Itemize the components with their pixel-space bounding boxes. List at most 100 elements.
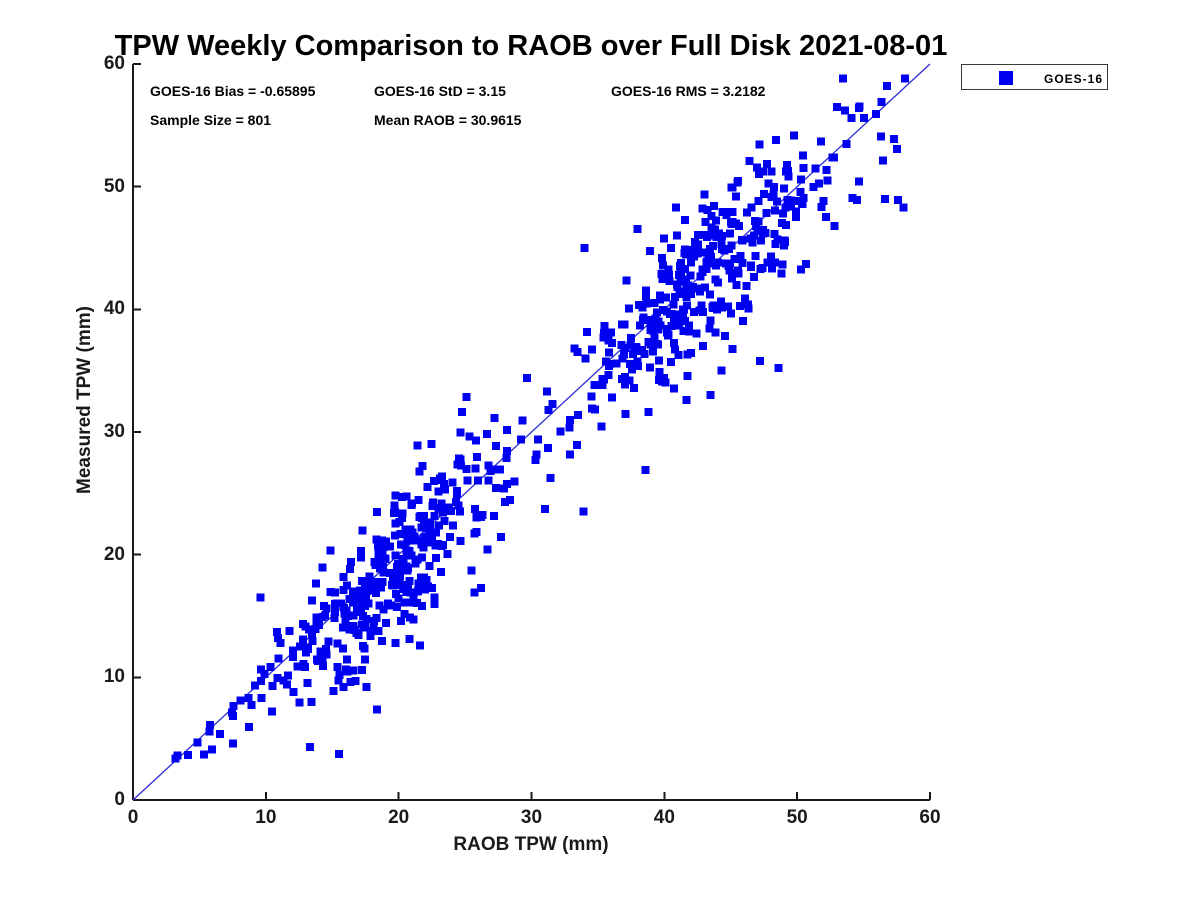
scatter-point bbox=[330, 613, 339, 622]
scatter-point bbox=[572, 440, 581, 449]
scatter-point bbox=[726, 309, 735, 318]
scatter-point bbox=[374, 626, 383, 635]
scatter-point bbox=[371, 578, 380, 586]
x-axis-label: RAOB TPW (mm) bbox=[453, 834, 609, 855]
scatter-point bbox=[510, 477, 519, 486]
scatter-point bbox=[456, 536, 465, 545]
scatter-point bbox=[407, 499, 416, 508]
scatter-point bbox=[312, 613, 321, 622]
scatter-point bbox=[506, 495, 514, 504]
scatter-point bbox=[894, 196, 903, 205]
scatter-point bbox=[443, 549, 452, 558]
scatter-point bbox=[604, 336, 613, 345]
scatter-point bbox=[405, 635, 414, 644]
scatter-point bbox=[634, 362, 643, 371]
scatter-point bbox=[532, 450, 541, 459]
scatter-point bbox=[407, 551, 416, 560]
scatter-point bbox=[338, 623, 347, 632]
scatter-point bbox=[250, 681, 259, 690]
scatter-point bbox=[414, 495, 423, 504]
scatter-point bbox=[375, 558, 384, 567]
scatter-point bbox=[470, 588, 479, 597]
scatter-point bbox=[366, 626, 375, 635]
scatter-point bbox=[274, 654, 283, 663]
scatter-point bbox=[405, 577, 414, 586]
scatter-point bbox=[743, 300, 752, 309]
scatter-point bbox=[448, 521, 457, 530]
scatter-point bbox=[386, 542, 395, 551]
scatter-point bbox=[676, 262, 685, 270]
scatter-point bbox=[819, 197, 828, 205]
x-tick-label: 40 bbox=[653, 807, 675, 828]
scatter-point bbox=[362, 682, 371, 691]
scatter-point bbox=[376, 583, 385, 592]
scatter-point bbox=[696, 272, 705, 281]
scatter-point bbox=[355, 595, 364, 604]
scatter-point bbox=[709, 303, 718, 312]
scatter-point bbox=[777, 269, 786, 278]
scatter-point bbox=[655, 376, 664, 384]
scatter-point bbox=[566, 416, 574, 425]
scatter-point bbox=[390, 531, 399, 540]
scatter-point bbox=[276, 638, 285, 647]
scatter-point bbox=[401, 525, 410, 534]
scatter-point bbox=[423, 482, 432, 491]
scatter-point bbox=[426, 523, 435, 532]
scatter-point bbox=[779, 184, 788, 193]
scatter-point bbox=[503, 480, 512, 489]
scatter-point bbox=[316, 647, 325, 656]
scatter-point bbox=[629, 350, 638, 359]
scatter-point bbox=[418, 461, 427, 470]
scatter-point bbox=[570, 344, 579, 353]
scatter-point bbox=[456, 428, 465, 437]
scatter-point bbox=[359, 591, 368, 600]
scatter-point bbox=[783, 161, 791, 170]
scatter-point bbox=[546, 474, 555, 482]
stat-bias: GOES-16 Bias = -0.65895 bbox=[150, 83, 316, 99]
scatter-point bbox=[744, 304, 753, 313]
scatter-point bbox=[362, 614, 371, 623]
scatter-point bbox=[682, 396, 691, 405]
scatter-point bbox=[369, 620, 378, 629]
scatter-point bbox=[379, 543, 388, 552]
scatter-point bbox=[727, 183, 736, 192]
scatter-point bbox=[387, 580, 396, 589]
scatter-point bbox=[673, 231, 682, 240]
scatter-point bbox=[454, 501, 463, 510]
scatter-point bbox=[205, 721, 214, 730]
scatter-point bbox=[402, 492, 411, 501]
scatter-point bbox=[375, 601, 384, 610]
scatter-point bbox=[710, 202, 719, 211]
scatter-point bbox=[260, 669, 269, 678]
scatter-point bbox=[687, 250, 696, 259]
scatter-point bbox=[432, 528, 441, 537]
x-tick-label: 60 bbox=[919, 807, 941, 828]
scatter-point bbox=[391, 551, 400, 560]
scatter-point bbox=[686, 271, 695, 280]
scatter-point bbox=[703, 205, 712, 214]
scatter-point bbox=[416, 511, 425, 520]
scatter-point bbox=[767, 252, 776, 261]
scatter-point bbox=[759, 167, 768, 176]
scatter-point bbox=[414, 579, 423, 588]
scatter-point bbox=[899, 203, 908, 212]
scatter-point bbox=[741, 294, 749, 303]
scatter-point bbox=[247, 701, 256, 710]
scatter-point bbox=[372, 535, 381, 544]
scatter-point bbox=[418, 601, 427, 610]
scatter-point bbox=[635, 321, 644, 330]
stat-rms: GOES-16 RMS = 3.2182 bbox=[611, 83, 766, 99]
scatter-point bbox=[322, 604, 331, 613]
scatter-point bbox=[762, 208, 771, 217]
scatter-point bbox=[307, 596, 316, 605]
scatter-point bbox=[403, 566, 412, 575]
scatter-point bbox=[583, 327, 591, 336]
scatter-point bbox=[698, 204, 707, 213]
scatter-point bbox=[797, 265, 806, 274]
scatter-point bbox=[774, 364, 783, 373]
scatter-point bbox=[756, 265, 765, 274]
scatter-point bbox=[724, 261, 733, 270]
scatter-point bbox=[665, 277, 674, 286]
scatter-point bbox=[522, 374, 531, 382]
